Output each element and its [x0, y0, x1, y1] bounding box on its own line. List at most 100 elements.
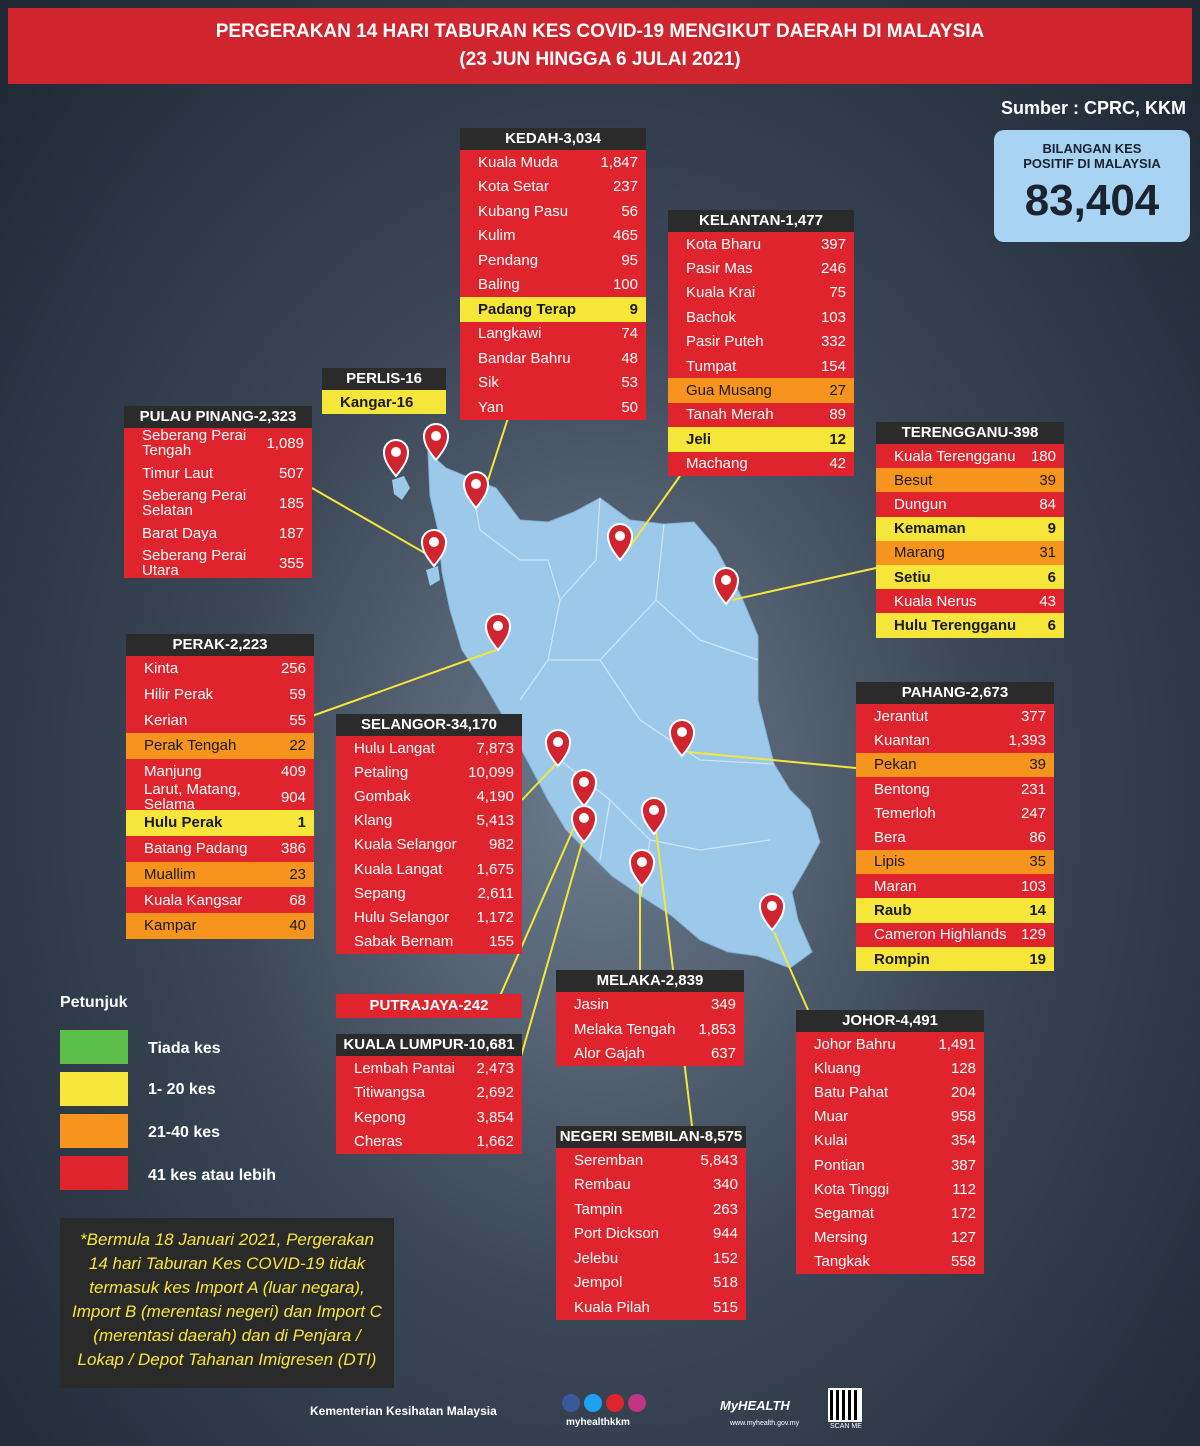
district-row: Gombak 4,190 [336, 784, 522, 809]
district-name: Pontian [814, 1156, 865, 1174]
district-name: Yan [478, 398, 504, 416]
district-cases: 1 [297, 814, 306, 832]
district-name: Rompin [874, 950, 930, 968]
district-cases: 1,172 [476, 908, 514, 926]
state-title: PERLIS-16 [322, 368, 446, 390]
district-name: Hilir Perak [144, 686, 214, 704]
district-row: Batang Padang 386 [126, 835, 314, 862]
qr-caption: SCAN ME [830, 1423, 862, 1430]
district-cases: 75 [829, 284, 846, 302]
district-row: Kuala Selangor 982 [336, 832, 522, 857]
district-name: Jasin [574, 995, 610, 1013]
qr-code-icon[interactable] [828, 1388, 862, 1422]
state-title: PERAK-2,223 [126, 634, 314, 656]
district-cases: 23 [289, 865, 306, 883]
district-name: Kuala Pilah [574, 1298, 650, 1316]
facebook-icon[interactable] [562, 1394, 580, 1412]
state-box-kedah: KEDAH-3,034 Kuala Muda 1,847 Kota Setar 237 K… [460, 128, 646, 420]
district-cases: 354 [950, 1132, 976, 1150]
district-name: Kuala Nerus [894, 592, 977, 610]
district-name: Kuala Terengganu [894, 447, 1016, 465]
district-cases: 6 [1047, 616, 1056, 634]
state-box-selangor: SELANGOR-34,170 Hulu Langat 7,873 Petaling 1… [336, 714, 522, 954]
state-title: KEDAH-3,034 [460, 128, 646, 150]
twitter-icon[interactable] [584, 1394, 602, 1412]
district-name: Hulu Terengganu [894, 616, 1017, 634]
district-row: Gua Musang 27 [668, 378, 854, 403]
district-cases: 387 [950, 1156, 976, 1174]
district-cases: 9 [629, 300, 638, 318]
district-name: Batang Padang [144, 840, 248, 858]
district-name: Bentong [874, 780, 930, 798]
district-cases: 103 [820, 308, 846, 326]
district-name: Hulu Perak [144, 814, 223, 832]
source-credit: Sumber : CPRC, KKM [1000, 98, 1186, 118]
total-label-line2: POSITIF DI MALAYSIA [1023, 156, 1161, 171]
district-row: Pasir Puteh 332 [668, 329, 854, 354]
district-name: Jempol [574, 1274, 623, 1292]
district-row: Kepong 3,854 [336, 1105, 522, 1130]
district-name: Sepang [354, 884, 406, 902]
district-name: Lembah Pantai [354, 1059, 455, 1077]
district-cases: 9 [1047, 520, 1056, 538]
district-row: Bera 86 [856, 825, 1054, 850]
state-title: NEGERI SEMBILAN-8,575 [556, 1126, 746, 1148]
district-cases: 1,089 [266, 434, 304, 452]
district-row: Klang 5,413 [336, 808, 522, 833]
state-box-negeri-sembilan: NEGERI SEMBILAN-8,575 Seremban 5,843 Rembau… [556, 1126, 746, 1320]
district-row: Bachok 103 [668, 305, 854, 330]
district-name: Petaling [354, 763, 409, 781]
state-title: TERENGGANU-398 [876, 422, 1064, 444]
district-name: Kampar [144, 917, 197, 935]
district-name: Machang [686, 455, 748, 473]
district-row: Mersing 127 [796, 1225, 984, 1250]
district-cases: 1,847 [600, 153, 638, 171]
district-row: Alor Gajah 637 [556, 1041, 744, 1067]
district-row: Lipis 35 [856, 849, 1054, 875]
district-cases: 187 [278, 524, 304, 542]
district-row: Kuala Krai 75 [668, 280, 854, 306]
district-row: Kuala Pilah 515 [556, 1295, 746, 1320]
total-cases-value: 83,404 [1024, 176, 1160, 225]
district-cases: 74 [621, 325, 638, 343]
district-row: Tangkak 558 [796, 1249, 984, 1274]
langkawi-island [392, 476, 410, 500]
district-name: Seberang Perai Selatan [142, 487, 247, 519]
district-row: Pendang 95 [460, 248, 646, 273]
district-cases: 127 [950, 1229, 976, 1247]
district-cases: 944 [712, 1225, 738, 1243]
district-name: Muar [814, 1108, 849, 1126]
district-row: Larut, Matang, Selama 904 [126, 781, 314, 814]
district-name: Melaka Tengah [574, 1020, 676, 1038]
district-row: Temerloh 247 [856, 801, 1054, 826]
district-row: Seremban 5,843 [556, 1148, 746, 1173]
district-cases: 31 [1039, 544, 1056, 562]
district-row: Muar 958 [796, 1104, 984, 1129]
district-cases: 129 [1020, 926, 1046, 944]
district-row: Langkawi 74 [460, 321, 646, 346]
district-cases: 35 [1029, 853, 1046, 871]
state-box-penang: PULAU PINANG-2,323 Seberang Perai Tengah 1… [124, 406, 312, 578]
map-pin-icon [712, 567, 740, 606]
district-name: Raub [874, 902, 912, 920]
district-name: Kemaman [894, 520, 966, 538]
district-row: Petaling 10,099 [336, 760, 522, 785]
district-cases: 1,393 [1008, 731, 1046, 749]
district-name: Seberang Perai Tengah [142, 427, 247, 459]
district-cases: 14 [1029, 902, 1046, 920]
district-name: Larut, Matang, Selama [144, 781, 241, 814]
instagram-icon[interactable] [628, 1394, 646, 1412]
map-pin-icon [462, 471, 490, 510]
district-name: Pendang [478, 251, 539, 269]
youtube-icon[interactable] [606, 1394, 624, 1412]
district-row: Kuala Muda 1,847 [460, 150, 646, 175]
district-row: Cameron Highlands 129 [856, 922, 1054, 947]
state-title: PULAU PINANG-2,323 [124, 406, 312, 428]
legend-label: 21-40 kes [148, 1124, 221, 1141]
district-cases: 204 [950, 1083, 976, 1101]
district-name: Kuala Selangor [354, 836, 457, 854]
district-cases: 386 [280, 840, 306, 858]
state-box-terengganu: TERENGGANU-398 Kuala Terengganu 180 Besut 39… [876, 422, 1064, 638]
district-cases: 1,675 [476, 860, 514, 878]
district-name: Kuala Muda [478, 153, 559, 171]
